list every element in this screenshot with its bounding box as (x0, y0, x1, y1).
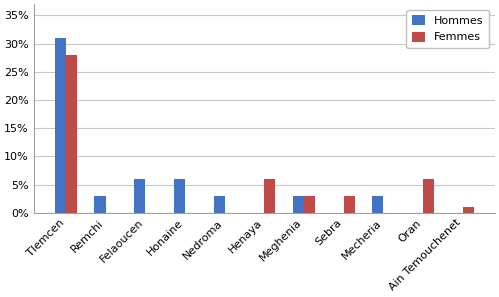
Bar (372, 196, 383, 213)
Bar (214, 196, 225, 213)
Bar (304, 196, 315, 213)
Bar (344, 196, 355, 213)
Legend: Hommes, Femmes: Hommes, Femmes (407, 10, 490, 48)
Bar (134, 179, 145, 213)
Bar (66, 55, 77, 213)
Bar (55, 38, 66, 213)
Bar (264, 179, 275, 213)
Bar (423, 179, 434, 213)
Bar (463, 207, 474, 213)
Bar (174, 179, 185, 213)
Bar (94, 196, 106, 213)
Bar (293, 196, 304, 213)
